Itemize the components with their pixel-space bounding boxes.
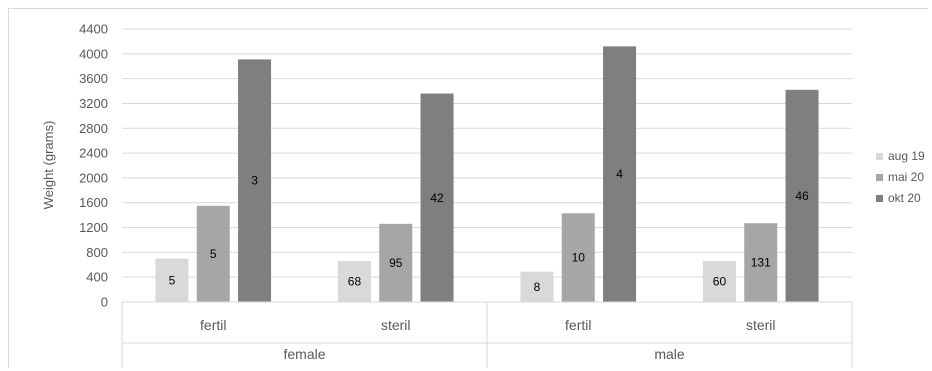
y-tick-label: 400 — [86, 270, 108, 285]
x-category-label: fertil — [200, 317, 226, 333]
data-label: 95 — [389, 256, 403, 270]
bar — [420, 93, 454, 302]
data-label: 60 — [713, 275, 727, 289]
x-group-label: female — [283, 346, 325, 362]
legend: aug 19 mai 20 okt 20 — [876, 149, 925, 205]
data-label: 4 — [616, 167, 623, 181]
x-category-label: fertil — [565, 317, 591, 333]
data-label: 5 — [169, 273, 176, 287]
bar — [196, 205, 230, 302]
y-tick-label: 3200 — [79, 96, 108, 111]
data-labels: 5 5 3 68 95 42 8 10 4 60 131 46 — [169, 167, 809, 294]
y-tick-label: 1200 — [79, 220, 108, 235]
gridlines — [122, 28, 852, 303]
data-label: 10 — [572, 251, 586, 265]
bars — [155, 46, 819, 303]
x-group-label: male — [654, 346, 685, 362]
data-label: 68 — [348, 275, 362, 289]
y-axis-title: Weight (grams) — [41, 121, 56, 210]
chart-frame — [8, 8, 928, 368]
legend-entry: mai 20 — [888, 170, 924, 184]
legend-entry: aug 19 — [888, 149, 925, 163]
bar — [238, 59, 272, 303]
y-tick-label: 800 — [86, 245, 108, 260]
data-label: 5 — [210, 247, 217, 261]
data-label: 8 — [534, 280, 541, 294]
y-tick-label: 2000 — [79, 170, 108, 185]
x-category-label: steril — [381, 317, 411, 333]
x-axis: fertil steril female fertil steril male — [121, 301, 853, 368]
bar — [702, 261, 736, 302]
bar — [520, 271, 554, 302]
bar — [785, 89, 819, 303]
data-label: 42 — [430, 191, 444, 205]
data-label: 131 — [751, 256, 771, 270]
y-tick-labels: 0 400 800 1200 1600 2000 2400 2800 3200 3600 4000 4… — [79, 22, 108, 310]
legend-swatch — [876, 174, 883, 181]
bar — [603, 46, 637, 302]
legend-swatch — [876, 153, 883, 160]
legend-swatch — [876, 195, 883, 202]
y-tick-label: 4000 — [79, 46, 108, 61]
y-tick-label: 0 — [101, 295, 108, 310]
data-label: 46 — [795, 189, 809, 203]
y-tick-label: 4400 — [79, 22, 108, 37]
y-tick-label: 1600 — [79, 195, 108, 210]
y-tick-label: 2800 — [79, 121, 108, 136]
data-label: 3 — [251, 174, 258, 188]
legend-entry: okt 20 — [888, 191, 921, 205]
y-tick-label: 2400 — [79, 146, 108, 161]
bar — [379, 223, 413, 302]
bar — [561, 213, 595, 302]
bar — [744, 223, 778, 302]
bar — [337, 261, 371, 302]
x-category-label: steril — [746, 317, 776, 333]
y-tick-label: 3600 — [79, 71, 108, 86]
bar — [155, 258, 189, 302]
